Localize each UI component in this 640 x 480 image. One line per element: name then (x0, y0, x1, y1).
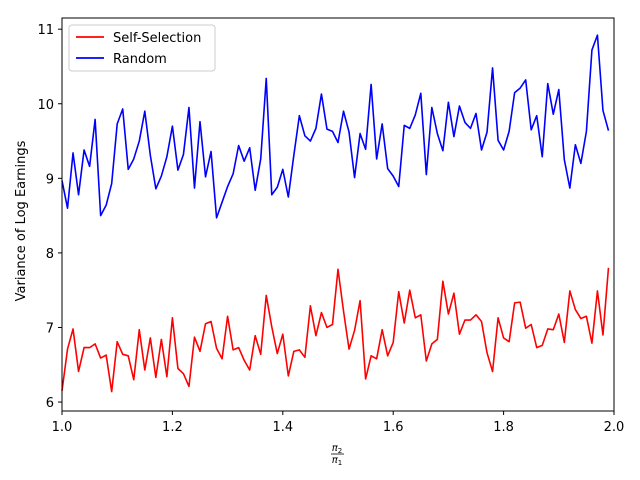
x-tick-label: 1.8 (493, 420, 514, 435)
series-line-random (61, 34, 610, 219)
y-axis-label: Variance of Log Earnings (14, 140, 29, 301)
x-label-numerator-subscript: 2 (338, 447, 342, 455)
x-label-numerator-symbol: π (332, 443, 339, 454)
x-tick-label: 2.0 (604, 420, 625, 435)
x-tick-label: 1.6 (383, 420, 404, 435)
legend-label-self-selection: Self-Selection (113, 31, 201, 46)
plot-area (62, 18, 614, 411)
axes-frame (61, 17, 615, 412)
series-line-self-selection (61, 267, 610, 393)
x-label-denominator-symbol: π (332, 455, 339, 466)
svg-text:π2: π2 (332, 443, 343, 455)
series-layer (61, 34, 610, 393)
y-tick-label: 7 (46, 321, 54, 336)
legend-box (68, 24, 216, 72)
y-tick-label: 11 (37, 23, 54, 38)
legend-label-random: Random (113, 52, 167, 67)
y-tick-label: 8 (46, 247, 54, 262)
y-tick-label: 10 (37, 98, 54, 113)
x-label-denominator-subscript: 1 (338, 459, 342, 467)
x-tick-label: 1.2 (162, 420, 183, 435)
x-axis-ticks: 1.0 1.2 1.4 1.6 1.8 2.0 (52, 411, 625, 435)
y-tick-label: 9 (46, 172, 54, 187)
x-tick-label: 1.4 (272, 420, 293, 435)
y-tick-label: 6 (46, 396, 54, 411)
x-axis-label: π2 π1 (331, 443, 344, 467)
legend: Self-Selection Random (68, 24, 216, 72)
svg-text:π1: π1 (332, 455, 343, 467)
x-tick-label: 1.0 (52, 420, 73, 435)
y-axis-ticks: 6 7 8 9 10 11 (37, 23, 62, 411)
